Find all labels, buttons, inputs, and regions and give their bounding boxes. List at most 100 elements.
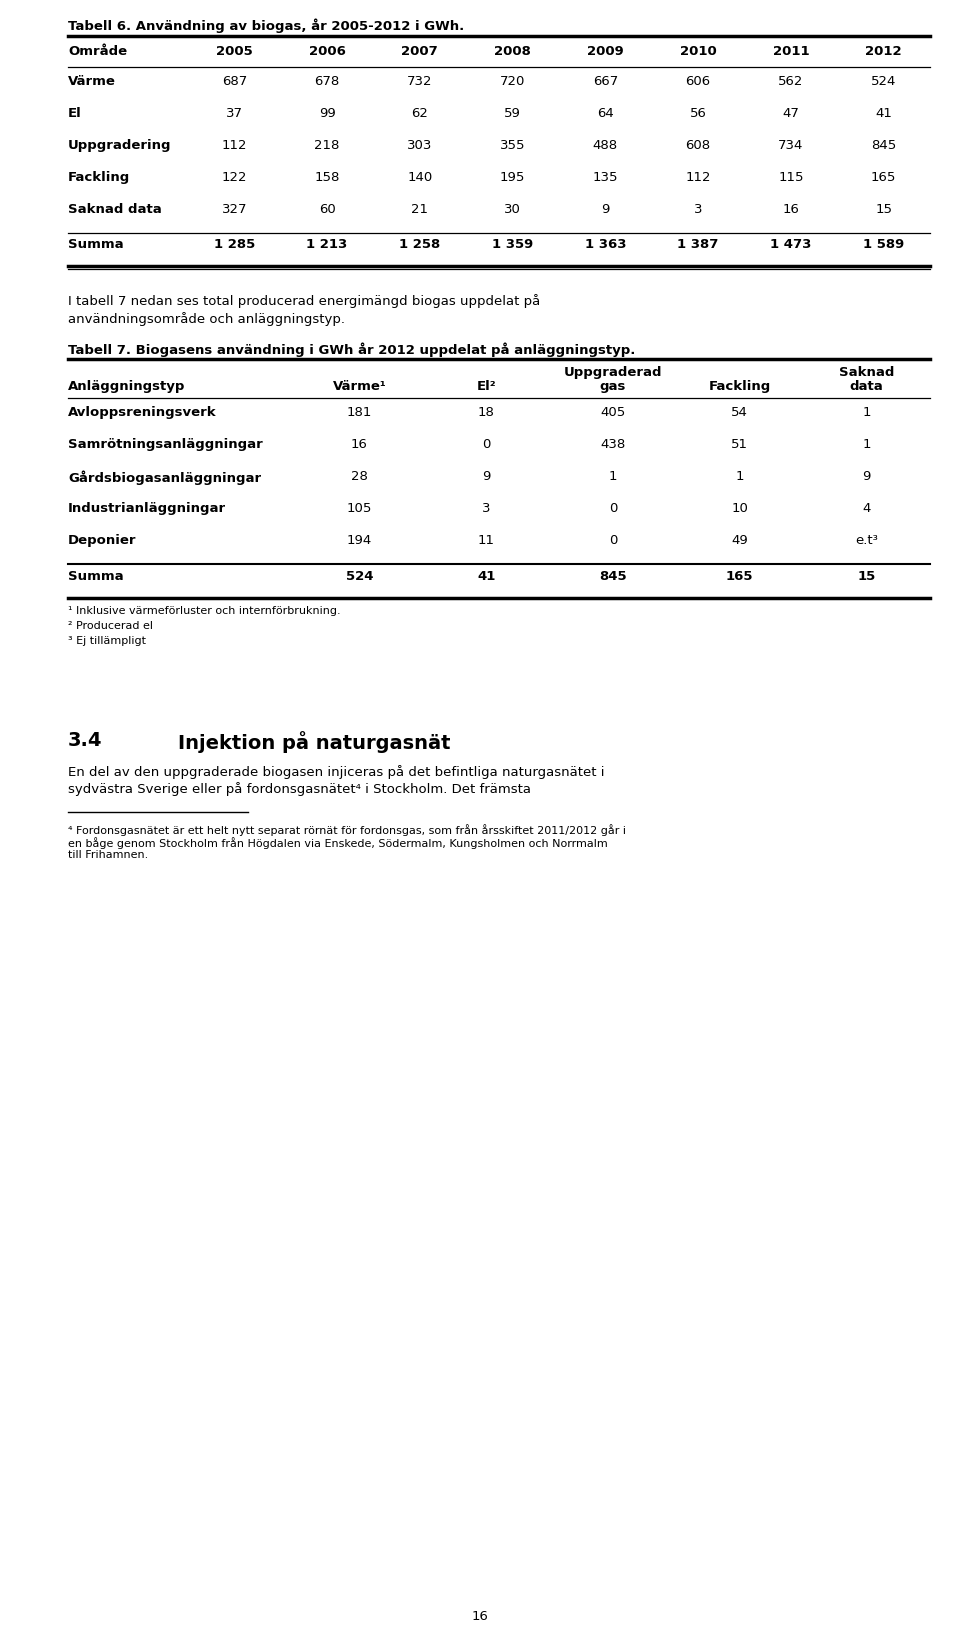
Text: 562: 562 bbox=[779, 75, 804, 88]
Text: 608: 608 bbox=[685, 139, 710, 152]
Text: 0: 0 bbox=[482, 438, 491, 451]
Text: 16: 16 bbox=[471, 1610, 489, 1624]
Text: ⁴ Fordonsgasnätet är ett helt nytt separat rörnät för fordonsgas, som från årssk: ⁴ Fordonsgasnätet är ett helt nytt separ… bbox=[68, 824, 626, 835]
Text: 3: 3 bbox=[482, 502, 491, 515]
Text: 1 258: 1 258 bbox=[399, 239, 441, 252]
Text: Deponier: Deponier bbox=[68, 535, 136, 548]
Text: 218: 218 bbox=[315, 139, 340, 152]
Text: gas: gas bbox=[600, 379, 626, 392]
Text: 1 213: 1 213 bbox=[306, 239, 348, 252]
Text: 4: 4 bbox=[862, 502, 871, 515]
Text: 16: 16 bbox=[351, 438, 368, 451]
Text: Saknad data: Saknad data bbox=[68, 203, 161, 216]
Text: e.t³: e.t³ bbox=[855, 535, 878, 548]
Text: 524: 524 bbox=[871, 75, 897, 88]
Text: 720: 720 bbox=[500, 75, 525, 88]
Text: 0: 0 bbox=[609, 535, 617, 548]
Text: 355: 355 bbox=[500, 139, 525, 152]
Text: Saknad: Saknad bbox=[839, 366, 895, 379]
Text: 165: 165 bbox=[871, 172, 897, 185]
Text: 51: 51 bbox=[732, 438, 748, 451]
Text: 62: 62 bbox=[412, 106, 428, 119]
Text: 165: 165 bbox=[726, 571, 754, 584]
Text: 687: 687 bbox=[222, 75, 247, 88]
Text: 11: 11 bbox=[478, 535, 494, 548]
Text: 99: 99 bbox=[319, 106, 335, 119]
Text: El: El bbox=[68, 106, 82, 119]
Text: 2006: 2006 bbox=[309, 46, 346, 57]
Text: sydvästra Sverige eller på fordonsgasnätet⁴ i Stockholm. Det främsta: sydvästra Sverige eller på fordonsgasnät… bbox=[68, 782, 531, 796]
Text: 845: 845 bbox=[599, 571, 627, 584]
Text: 60: 60 bbox=[319, 203, 335, 216]
Text: 194: 194 bbox=[347, 535, 372, 548]
Text: Industrianläggningar: Industrianläggningar bbox=[68, 502, 227, 515]
Text: 64: 64 bbox=[597, 106, 613, 119]
Text: 327: 327 bbox=[222, 203, 247, 216]
Text: ² Producerad el: ² Producerad el bbox=[68, 621, 153, 631]
Text: Gårdsbiogasanläggningar: Gårdsbiogasanläggningar bbox=[68, 469, 261, 484]
Text: 0: 0 bbox=[609, 502, 617, 515]
Text: 1 473: 1 473 bbox=[770, 239, 811, 252]
Text: 15: 15 bbox=[876, 203, 892, 216]
Text: 9: 9 bbox=[482, 469, 491, 482]
Text: 438: 438 bbox=[600, 438, 626, 451]
Text: Område: Område bbox=[68, 46, 127, 57]
Text: 41: 41 bbox=[876, 106, 892, 119]
Text: 1 359: 1 359 bbox=[492, 239, 533, 252]
Text: 30: 30 bbox=[504, 203, 521, 216]
Text: ¹ Inklusive värmeförluster och internförbrukning.: ¹ Inklusive värmeförluster och internför… bbox=[68, 607, 341, 616]
Text: 105: 105 bbox=[347, 502, 372, 515]
Text: Värme: Värme bbox=[68, 75, 116, 88]
Text: Injektion på naturgasnät: Injektion på naturgasnät bbox=[178, 731, 450, 754]
Text: 1: 1 bbox=[609, 469, 617, 482]
Text: 1: 1 bbox=[862, 405, 871, 419]
Text: 21: 21 bbox=[412, 203, 428, 216]
Text: 1 285: 1 285 bbox=[214, 239, 255, 252]
Text: 59: 59 bbox=[504, 106, 521, 119]
Text: 3: 3 bbox=[694, 203, 703, 216]
Text: Summa: Summa bbox=[68, 571, 124, 584]
Text: 667: 667 bbox=[592, 75, 618, 88]
Text: Samrötningsanläggningar: Samrötningsanläggningar bbox=[68, 438, 263, 451]
Text: 606: 606 bbox=[685, 75, 710, 88]
Text: 2010: 2010 bbox=[680, 46, 716, 57]
Text: 2007: 2007 bbox=[401, 46, 439, 57]
Text: I tabell 7 nedan ses total producerad energimängd biogas uppdelat på: I tabell 7 nedan ses total producerad en… bbox=[68, 294, 540, 307]
Text: 1 589: 1 589 bbox=[863, 239, 904, 252]
Text: 54: 54 bbox=[732, 405, 748, 419]
Text: 2005: 2005 bbox=[216, 46, 252, 57]
Text: 734: 734 bbox=[779, 139, 804, 152]
Text: 1: 1 bbox=[862, 438, 871, 451]
Text: 1: 1 bbox=[735, 469, 744, 482]
Text: 2008: 2008 bbox=[494, 46, 531, 57]
Text: Värme¹: Värme¹ bbox=[332, 379, 386, 392]
Text: 47: 47 bbox=[782, 106, 800, 119]
Text: 112: 112 bbox=[685, 172, 710, 185]
Text: 9: 9 bbox=[862, 469, 871, 482]
Text: data: data bbox=[850, 379, 883, 392]
Text: Uppgraderad: Uppgraderad bbox=[564, 366, 662, 379]
Text: 37: 37 bbox=[226, 106, 243, 119]
Text: 18: 18 bbox=[478, 405, 494, 419]
Text: Tabell 6. Användning av biogas, år 2005-2012 i GWh.: Tabell 6. Användning av biogas, år 2005-… bbox=[68, 18, 465, 33]
Text: 112: 112 bbox=[222, 139, 247, 152]
Text: 2012: 2012 bbox=[865, 46, 902, 57]
Text: 140: 140 bbox=[407, 172, 433, 185]
Text: 488: 488 bbox=[593, 139, 618, 152]
Text: 158: 158 bbox=[315, 172, 340, 185]
Text: till Frihamnen.: till Frihamnen. bbox=[68, 850, 148, 860]
Text: 2009: 2009 bbox=[587, 46, 624, 57]
Text: Anläggningstyp: Anläggningstyp bbox=[68, 379, 185, 392]
Text: 9: 9 bbox=[601, 203, 610, 216]
Text: 16: 16 bbox=[782, 203, 800, 216]
Text: 732: 732 bbox=[407, 75, 433, 88]
Text: en båge genom Stockholm från Högdalen via Enskede, Södermalm, Kungsholmen och No: en båge genom Stockholm från Högdalen vi… bbox=[68, 837, 608, 849]
Text: 122: 122 bbox=[222, 172, 247, 185]
Text: 678: 678 bbox=[315, 75, 340, 88]
Text: Fackling: Fackling bbox=[708, 379, 771, 392]
Text: Uppgradering: Uppgradering bbox=[68, 139, 172, 152]
Text: En del av den uppgraderade biogasen injiceras på det befintliga naturgasnätet i: En del av den uppgraderade biogasen inji… bbox=[68, 765, 605, 778]
Text: 49: 49 bbox=[732, 535, 748, 548]
Text: 2011: 2011 bbox=[773, 46, 809, 57]
Text: 56: 56 bbox=[689, 106, 707, 119]
